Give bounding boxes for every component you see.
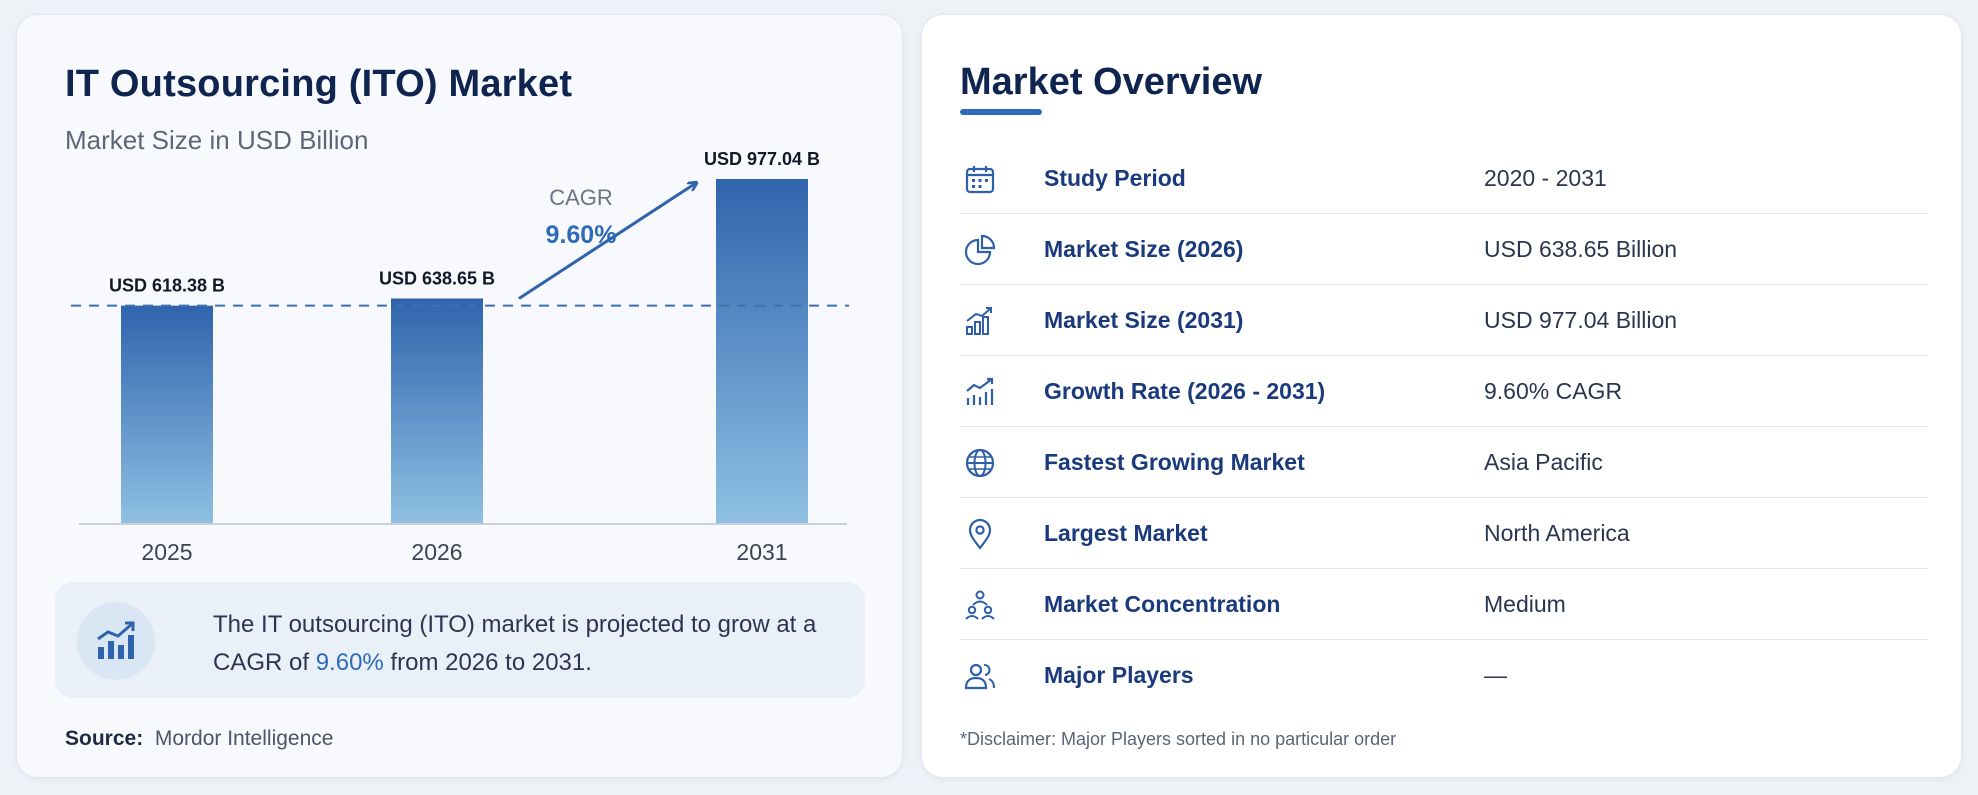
- users-icon: [964, 663, 995, 690]
- data-label-2031: USD 977.04 B: [704, 149, 820, 169]
- row-value: North America: [1484, 520, 1630, 546]
- row-label: Market Size (2026): [1044, 236, 1244, 262]
- row-value: 9.60% CAGR: [1484, 378, 1623, 404]
- row-label: Fastest Growing Market: [1044, 449, 1305, 475]
- market-size-card: IT Outsourcing (ITO) Market Market Size …: [16, 14, 903, 778]
- x-tick-2025: 2025: [141, 539, 192, 565]
- pie-chart-icon: [964, 234, 996, 266]
- row-label: Largest Market: [1044, 520, 1208, 546]
- row-value: 2020 - 2031: [1484, 165, 1607, 191]
- insight-box: The IT outsourcing (ITO) market is proje…: [55, 582, 865, 698]
- bar-2031: [716, 179, 808, 524]
- x-tick-2031: 2031: [736, 539, 787, 565]
- overview-row-fastest-growing: Fastest Growing Market Asia Pacific: [960, 427, 1927, 498]
- bar-chart: CAGR 9.60% USD 618.38 B 2025 USD 638.65 B 2…: [71, 149, 849, 565]
- row-label: Study Period: [1044, 165, 1186, 191]
- bar-2025: [121, 305, 213, 524]
- overview-row-study-period: Study Period 2020 - 2031: [960, 143, 1927, 214]
- cagr-label: CAGR: [549, 185, 613, 210]
- row-label: Growth Rate (2026 - 2031): [1044, 378, 1326, 404]
- source-line: Source: Mordor Intelligence: [65, 727, 333, 751]
- globe-icon: [965, 448, 995, 478]
- insight-highlight: 9.60%: [315, 649, 384, 676]
- data-label-2026: USD 638.65 B: [379, 268, 495, 288]
- row-value: Asia Pacific: [1484, 449, 1603, 475]
- cagr-arrow: [518, 183, 696, 300]
- overview-row-growth-rate: Growth Rate (2026 - 2031) 9.60% CAGR: [960, 356, 1927, 427]
- insight-text-part1: The IT outsourcing (ITO) market is proje…: [213, 611, 817, 676]
- title-underline: [960, 109, 1042, 115]
- overview-title: Market Overview: [960, 61, 1263, 103]
- row-label: Market Concentration: [1044, 591, 1281, 617]
- insight-text: The IT outsourcing (ITO) market is proje…: [213, 606, 833, 682]
- overview-row-market-size-2031: Market Size (2031) USD 977.04 Billion: [960, 285, 1927, 356]
- row-label: Market Size (2031): [1044, 307, 1244, 333]
- overview-row-market-size-2026: Market Size (2026) USD 638.65 Billion: [960, 214, 1927, 285]
- x-tick-2026: 2026: [411, 539, 462, 565]
- row-value: USD 638.65 Billion: [1484, 236, 1678, 262]
- chart-title: IT Outsourcing (ITO) Market: [65, 63, 573, 105]
- source-label: Source:: [65, 727, 144, 750]
- overview-row-concentration: Market Concentration Medium: [960, 569, 1927, 640]
- source-value: Mordor Intelligence: [154, 727, 334, 750]
- market-overview-card: Market Overview Study Period 2020 - 2031…: [921, 14, 1962, 778]
- bar-growth-icon: [966, 307, 992, 335]
- chart-subtitle: Market Size in USD Billion: [65, 125, 369, 155]
- row-label: Major Players: [1044, 662, 1194, 688]
- map-pin-icon: [968, 518, 992, 550]
- overview-table: Study Period 2020 - 2031 Market Size (20…: [960, 143, 1927, 710]
- row-value: —: [1484, 662, 1507, 688]
- row-value: USD 977.04 Billion: [1484, 307, 1678, 333]
- insight-text-part2: from 2026 to 2031.: [383, 649, 592, 676]
- trend-chart-icon: [77, 602, 155, 680]
- cagr-value: 9.60%: [546, 221, 617, 249]
- data-label-2025: USD 618.38 B: [109, 276, 225, 296]
- overview-row-largest-market: Largest Market North America: [960, 498, 1927, 569]
- disclaimer-text: *Disclaimer: Major Players sorted in no …: [960, 729, 1397, 749]
- overview-row-major-players: Major Players —: [960, 640, 1927, 710]
- concentration-icon: [965, 590, 995, 620]
- calendar-icon: [965, 166, 995, 194]
- bar-2026: [391, 298, 483, 524]
- row-value: Medium: [1484, 591, 1566, 617]
- growth-chart-icon: [966, 377, 994, 405]
